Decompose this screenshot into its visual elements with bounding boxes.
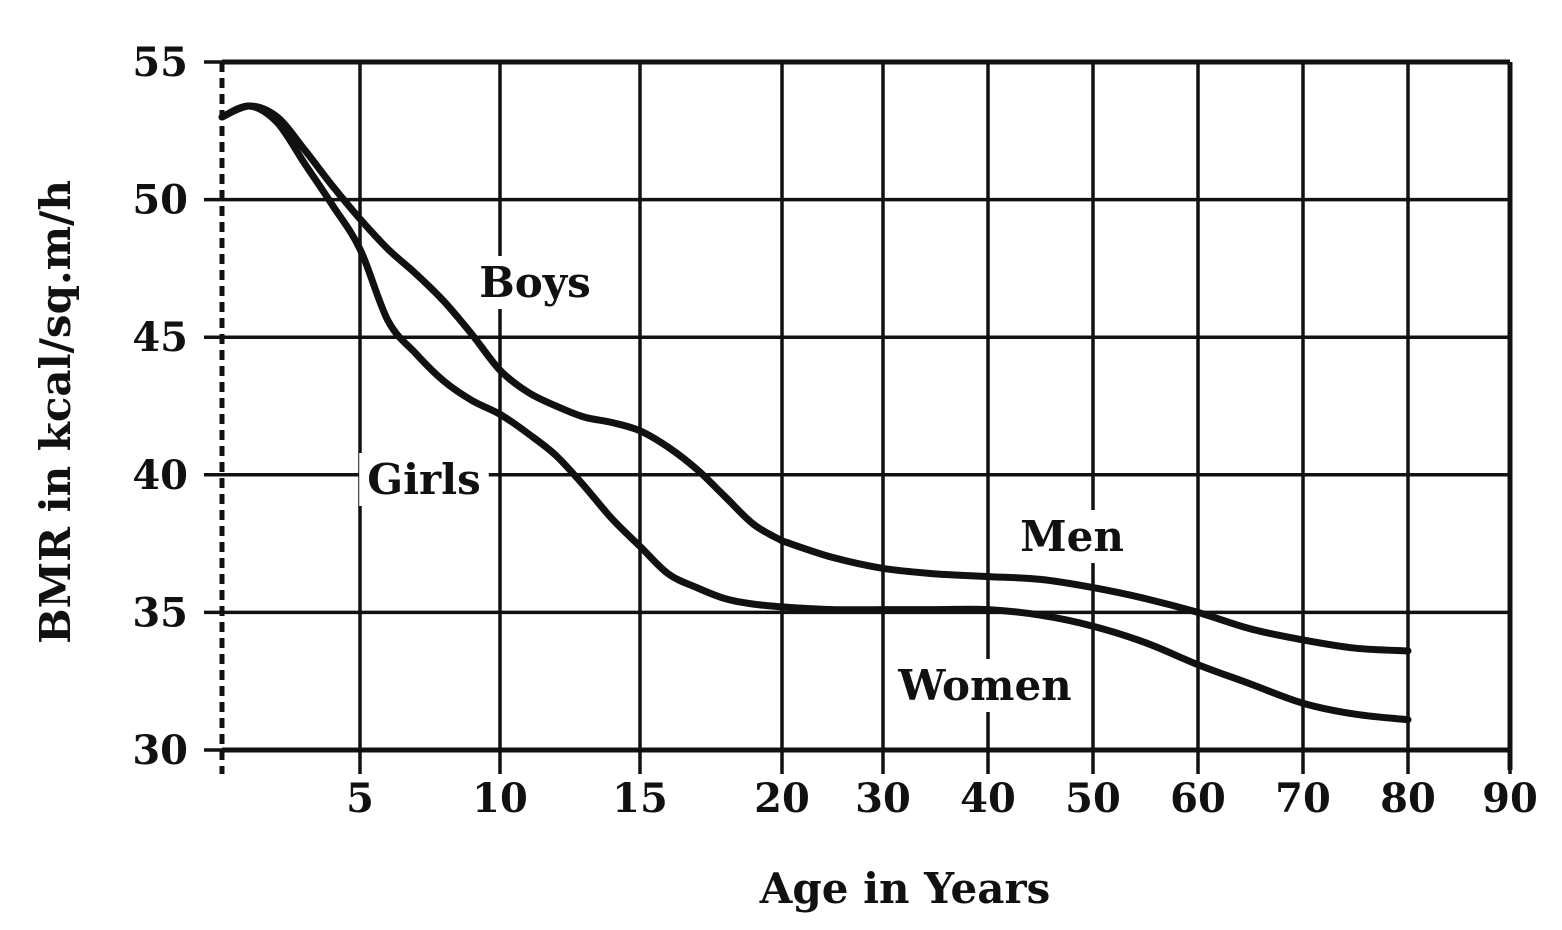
x-tick-label-50: 50 bbox=[1065, 775, 1121, 822]
series-line-boys bbox=[218, 102, 786, 545]
x-tick-label-70: 70 bbox=[1275, 775, 1331, 822]
series-label-bg-girls bbox=[359, 453, 489, 506]
x-tick-label-20: 20 bbox=[754, 775, 810, 822]
series-line-men bbox=[778, 537, 1412, 655]
x-tick-label-60: 60 bbox=[1170, 775, 1226, 822]
series-label-bg-women bbox=[889, 659, 1080, 712]
x-tick-label-90: 90 bbox=[1482, 775, 1538, 822]
x-tick-label-40: 40 bbox=[960, 775, 1016, 822]
x-tick-label-15: 15 bbox=[612, 775, 668, 822]
grid bbox=[204, 59, 1513, 774]
series-label-bg-men bbox=[1012, 510, 1132, 563]
series-line-girls bbox=[218, 102, 786, 611]
series-line-women bbox=[778, 603, 1412, 724]
x-tick-label-10: 10 bbox=[472, 775, 528, 822]
series-label-men: Men bbox=[1020, 512, 1124, 561]
series-label-bg-boys bbox=[471, 256, 599, 309]
x-tick-label-30: 30 bbox=[855, 775, 911, 822]
series-label-women: Women bbox=[897, 661, 1071, 710]
y-tick-label-30: 30 bbox=[132, 727, 188, 774]
series-label-girls: Girls bbox=[367, 455, 481, 504]
x-axis-title: Age in Years bbox=[759, 864, 1050, 913]
y-tick-label-45: 45 bbox=[132, 314, 188, 361]
series-labels: Boys Men Girls Women bbox=[359, 256, 1132, 712]
y-tick-label-35: 35 bbox=[132, 589, 188, 636]
y-tick-label-40: 40 bbox=[132, 452, 188, 499]
tick-labels: 5 10 15 20 30 40 50 60 70 80 90 30 35 40 45 50 55 bbox=[132, 39, 1538, 822]
y-tick-label-50: 50 bbox=[132, 177, 188, 224]
y-axis-title: BMR in kcal/sq.m/h bbox=[31, 180, 80, 644]
series-label-boys: Boys bbox=[479, 258, 591, 307]
series-curves bbox=[218, 102, 1412, 724]
x-tick-label-80: 80 bbox=[1380, 775, 1436, 822]
y-tick-label-55: 55 bbox=[132, 39, 188, 86]
x-tick-label-5: 5 bbox=[346, 775, 374, 822]
